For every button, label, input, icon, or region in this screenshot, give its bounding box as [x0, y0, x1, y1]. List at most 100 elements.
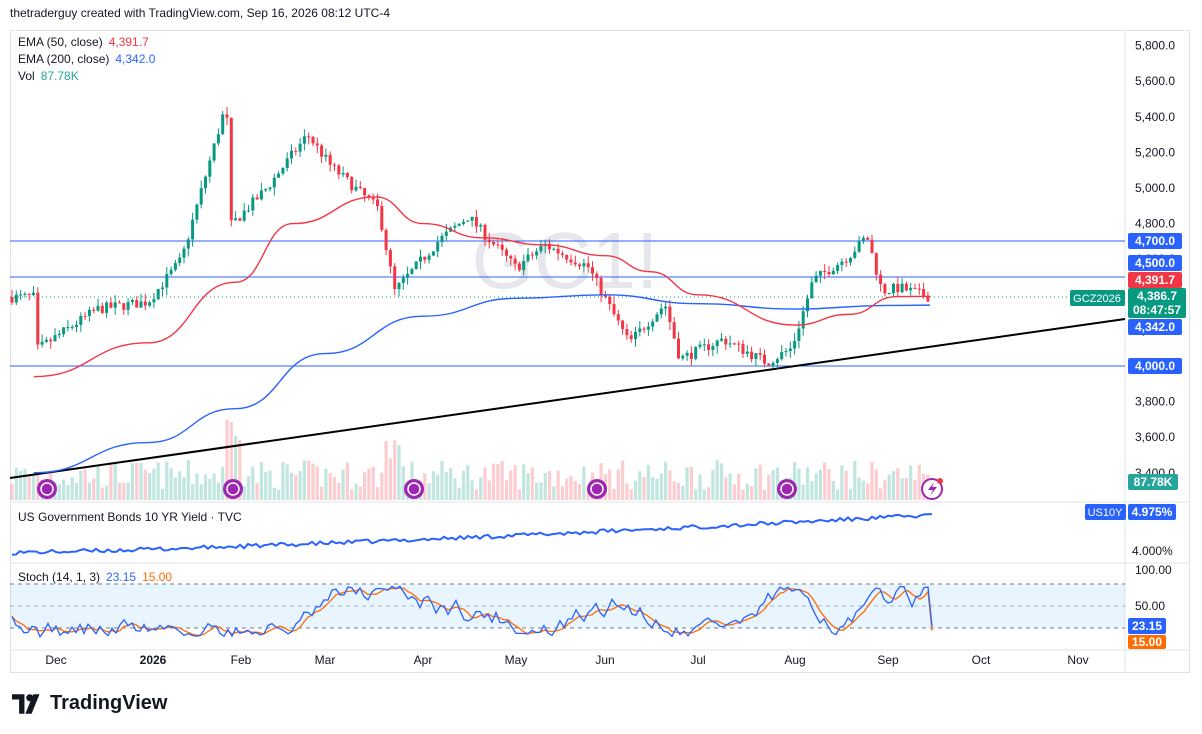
tag-4500-box — [1128, 255, 1182, 271]
volume-bar — [100, 487, 104, 500]
volume-bar — [814, 473, 818, 500]
candle-body — [750, 351, 754, 360]
candle-body — [599, 278, 603, 296]
upcoming-event-icon[interactable] — [921, 478, 943, 500]
candle-body — [195, 204, 199, 220]
volume-bar — [887, 474, 891, 500]
legend-stoch[interactable]: Stoch (14, 1, 3) 23.15 15.00 — [18, 570, 172, 584]
volume-bar — [57, 484, 61, 500]
volume-bar — [294, 475, 298, 500]
volume-bar — [165, 461, 169, 500]
candle-body — [698, 344, 702, 347]
candle-body — [105, 302, 109, 313]
volume-bar — [182, 477, 186, 500]
volume-bar — [178, 471, 182, 500]
candle-body — [741, 343, 745, 354]
dividend-event-icon[interactable] — [404, 479, 424, 499]
candle-body — [595, 273, 599, 279]
candle-body — [806, 298, 809, 312]
candle-body — [204, 176, 207, 189]
volume-bar — [810, 481, 814, 500]
candle-body — [315, 143, 319, 146]
ema200-value: 4,342.0 — [115, 52, 156, 66]
volume-bar — [917, 465, 921, 500]
dividend-event-icon[interactable] — [223, 479, 243, 499]
dividend-event-icon[interactable] — [37, 479, 57, 499]
volume-bar — [148, 473, 152, 500]
candle-body — [354, 186, 358, 191]
dividend-event-icon[interactable] — [587, 479, 607, 499]
volume-bar — [565, 478, 569, 500]
candle-body — [143, 301, 147, 306]
volume-tag-box — [1128, 474, 1178, 490]
volume-bar — [883, 480, 887, 500]
candle-body — [122, 303, 126, 310]
ascending-trendline[interactable] — [9, 318, 1126, 479]
volume-bar — [311, 463, 315, 500]
candle-body — [754, 353, 758, 360]
candle-body — [926, 296, 930, 302]
candle-body — [909, 287, 913, 291]
price-tick-label: 3,600.0 — [1135, 430, 1175, 444]
volume-bar — [393, 440, 397, 500]
stoch-k-line — [11, 585, 933, 639]
tradingview-logo[interactable]: TradingView — [12, 692, 167, 715]
candle-body — [857, 240, 861, 252]
volume-bar — [380, 472, 384, 500]
legend-ema200[interactable]: EMA (200, close) 4,342.0 — [18, 52, 155, 66]
candle-body — [552, 248, 556, 250]
volume-bar — [199, 484, 203, 500]
volume-bar — [629, 489, 633, 500]
volume-bar — [203, 474, 208, 500]
time-tick-label: Apr — [414, 653, 433, 667]
volume-bar — [569, 476, 573, 500]
time-tick-label: Oct — [972, 653, 991, 667]
candle-body — [780, 352, 784, 360]
volume-bar — [879, 488, 883, 500]
volume-bar — [191, 484, 195, 500]
candle-body — [530, 254, 534, 256]
volume-bar — [805, 467, 810, 500]
candle-body — [836, 264, 840, 271]
volume-bar — [672, 481, 676, 500]
stoch-tick-100: 100.00 — [1135, 563, 1172, 577]
candle-body — [771, 362, 775, 366]
volume-bar — [431, 471, 435, 500]
volume-bar — [388, 458, 392, 500]
volume-bar — [616, 469, 620, 500]
volume-bar — [470, 480, 474, 500]
volume-bar — [874, 469, 878, 500]
time-axis: Dec 2026 Feb Mar Apr May Jun Jul Aug Sep Oct Nov — [45, 653, 1088, 667]
bar-countdown: 08:47:57 — [1133, 303, 1181, 317]
candle-body — [302, 136, 306, 144]
volume-bar — [285, 464, 289, 500]
volume-bar — [466, 464, 470, 500]
stoch-d-value: 15.00 — [142, 570, 173, 584]
candle-body — [629, 335, 633, 340]
candle-body — [500, 244, 504, 250]
volume-bar — [793, 461, 797, 500]
stoch-tick-50: 50.00 — [1135, 599, 1165, 613]
volume-bar — [436, 474, 440, 500]
stoch-k-tag-box — [1128, 618, 1166, 634]
volume-bar — [298, 471, 302, 500]
legend-ema50[interactable]: EMA (50, close) 4,391.7 — [18, 35, 149, 49]
symbol-tag-box — [1070, 290, 1125, 306]
dividend-event-icon[interactable] — [777, 479, 797, 499]
legend-volume[interactable]: Vol 87.78K — [18, 69, 79, 83]
volume-bar — [857, 477, 861, 500]
candle-body — [221, 114, 225, 135]
candle-body — [513, 258, 517, 264]
candle-body — [689, 352, 693, 359]
volume-bar — [633, 480, 638, 500]
candle-body — [109, 302, 113, 308]
tag-ema50-box — [1128, 272, 1182, 288]
volume-bar — [831, 480, 835, 500]
candle-body — [496, 244, 500, 246]
volume-bar — [612, 489, 616, 500]
volume-bar — [758, 464, 762, 500]
stoch-d-tag: 15.00 — [1132, 635, 1162, 649]
volume-bar — [573, 480, 577, 500]
volume-bar — [711, 469, 715, 500]
